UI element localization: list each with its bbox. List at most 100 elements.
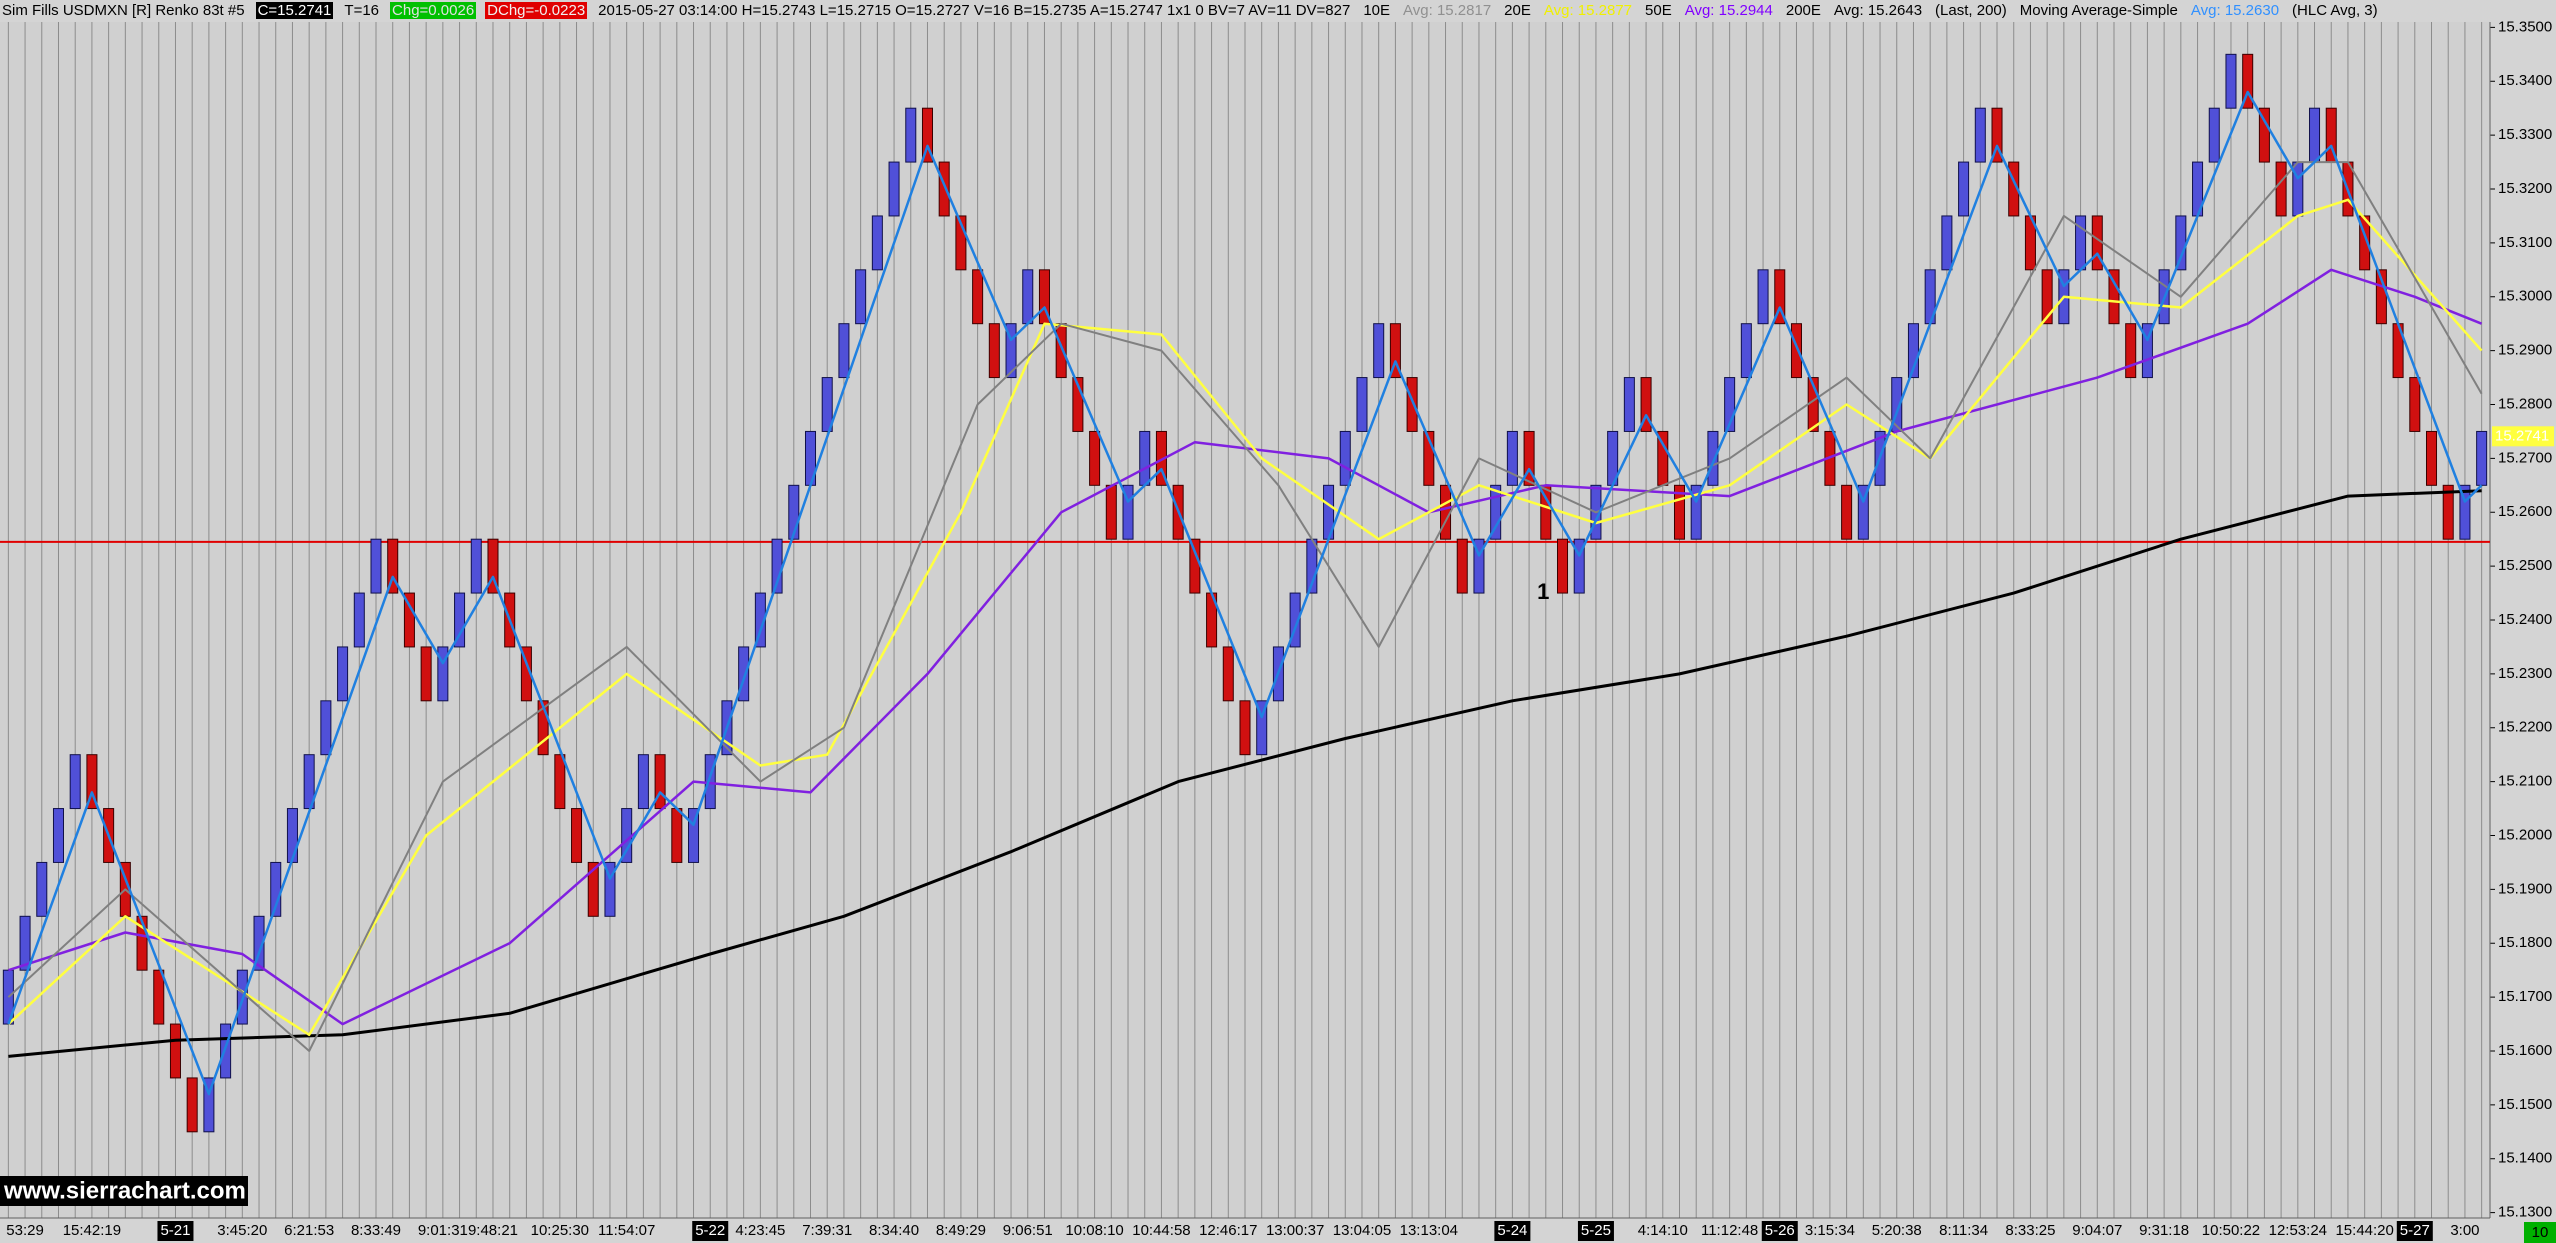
down-brick (1072, 377, 1084, 432)
header-item: (HLC Avg, 3) (2292, 2, 2378, 19)
y-tick-label: 15.2100 (2498, 773, 2552, 790)
up-brick (1506, 430, 1518, 486)
up-brick (888, 161, 900, 217)
x-tick-label: 5:20:38 (1872, 1222, 1922, 1239)
x-tick-label: 10:50:22 (2202, 1222, 2260, 1239)
y-tick-label: 15.1300 (2498, 1204, 2552, 1221)
up-brick (2208, 107, 2220, 163)
y-tick-label: 15.1900 (2498, 880, 2552, 897)
header-bar: Sim Fills USDMXN [R] Renko 83t #5 C=15.27… (0, 0, 2556, 22)
x-tick-label: 7:39:31 (802, 1222, 852, 1239)
down-brick (1406, 377, 1418, 432)
corner-label: 10 (2532, 1224, 2549, 1241)
up-brick (470, 538, 482, 594)
header-item: 50E (1645, 2, 1672, 19)
down-brick (1523, 430, 1535, 486)
y-tick-label: 15.2900 (2498, 342, 2552, 359)
up-brick (1339, 430, 1351, 486)
down-brick (420, 646, 432, 702)
moving-average-line (7, 90, 2483, 1096)
up-brick (1022, 269, 1034, 325)
watermark-bg (0, 1176, 248, 1206)
up-brick (286, 808, 298, 863)
header-item: 2015-05-27 03:14:00 H=15.2743 L=15.2715 … (598, 2, 1351, 19)
up-brick (1373, 323, 1385, 379)
date-label-bg (2396, 1221, 2433, 1241)
header-item: Sim Fills USDMXN [R] Renko 83t #5 (2, 2, 245, 19)
x-tick-label: 5-24 (1497, 1222, 1527, 1239)
date-label-bg (1577, 1221, 1614, 1241)
down-brick (169, 1023, 181, 1079)
price-marker (2492, 426, 2554, 447)
up-brick (2175, 215, 2187, 271)
up-brick (1490, 484, 1502, 540)
up-brick (253, 915, 265, 971)
up-brick (2309, 107, 2321, 163)
down-brick (1790, 323, 1802, 379)
up-brick (905, 107, 917, 163)
moving-average-line (8, 268, 2483, 1026)
up-brick (1740, 323, 1752, 379)
down-brick (938, 161, 950, 217)
down-brick (1456, 538, 1468, 594)
down-brick (571, 808, 583, 863)
x-tick-label: 8:34:40 (869, 1222, 919, 1239)
header-item: C=15.2741 (255, 2, 334, 19)
x-tick-label: 10:08:10 (1065, 1222, 1123, 1239)
x-tick-label: 3:15:34 (1805, 1222, 1855, 1239)
date-label-bg (692, 1221, 729, 1241)
down-brick (1991, 107, 2003, 163)
up-brick (1958, 161, 1970, 217)
up-brick (1974, 107, 1986, 163)
down-brick (2125, 323, 2137, 379)
up-brick (1356, 377, 1368, 432)
y-tick-label: 15.2000 (2498, 826, 2552, 843)
down-brick (387, 538, 399, 594)
header-item: Avg: 15.2630 (2190, 2, 2280, 19)
up-brick (1623, 377, 1635, 432)
up-brick (1256, 700, 1268, 756)
x-tick-label: 15:44:20 (2335, 1222, 2393, 1239)
y-tick-label: 15.2300 (2498, 665, 2552, 682)
up-brick (2141, 323, 2153, 379)
y-tick-label: 15.2800 (2498, 395, 2552, 412)
header-item: 20E (1504, 2, 1531, 19)
up-brick (2459, 484, 2471, 540)
y-tick-label: 15.3000 (2498, 288, 2552, 305)
down-brick (186, 1077, 198, 1133)
down-brick (1774, 269, 1786, 325)
down-brick (1841, 484, 1853, 540)
x-tick-label: 5-21 (160, 1222, 190, 1239)
x-tick-label: 12:46:17 (1199, 1222, 1257, 1239)
x-tick-label: 4:14:10 (1638, 1222, 1688, 1239)
up-brick (337, 646, 349, 702)
down-brick (1105, 484, 1117, 540)
up-brick (1289, 592, 1301, 648)
y-tick-label: 15.1700 (2498, 988, 2552, 1005)
up-brick (370, 538, 382, 594)
x-tick-label: 9:04:07 (2072, 1222, 2122, 1239)
down-brick (654, 754, 666, 810)
x-tick-label: 5-27 (2400, 1222, 2430, 1239)
up-brick (353, 592, 365, 648)
x-tick-label: 5-22 (695, 1222, 725, 1239)
down-brick (587, 861, 599, 917)
down-brick (2242, 53, 2254, 109)
up-brick (738, 646, 750, 702)
y-tick-label: 15.1500 (2498, 1096, 2552, 1113)
up-brick (1757, 269, 1769, 325)
x-tick-label: 13:04:05 (1333, 1222, 1391, 1239)
up-brick (821, 377, 833, 432)
up-brick (2225, 53, 2237, 109)
header-item: DChg=-0.0223 (485, 2, 588, 19)
y-tick-label: 15.1800 (2498, 934, 2552, 951)
header-item: T=16 (344, 2, 380, 19)
header-item: Avg: 15.2944 (1684, 2, 1773, 19)
header-item: Avg: 15.2643 (1833, 2, 1923, 19)
down-brick (1673, 484, 1686, 540)
x-tick-label: 15:42:19 (63, 1222, 121, 1239)
up-brick (871, 215, 883, 271)
up-brick (220, 1023, 232, 1079)
down-brick (2041, 269, 2053, 325)
